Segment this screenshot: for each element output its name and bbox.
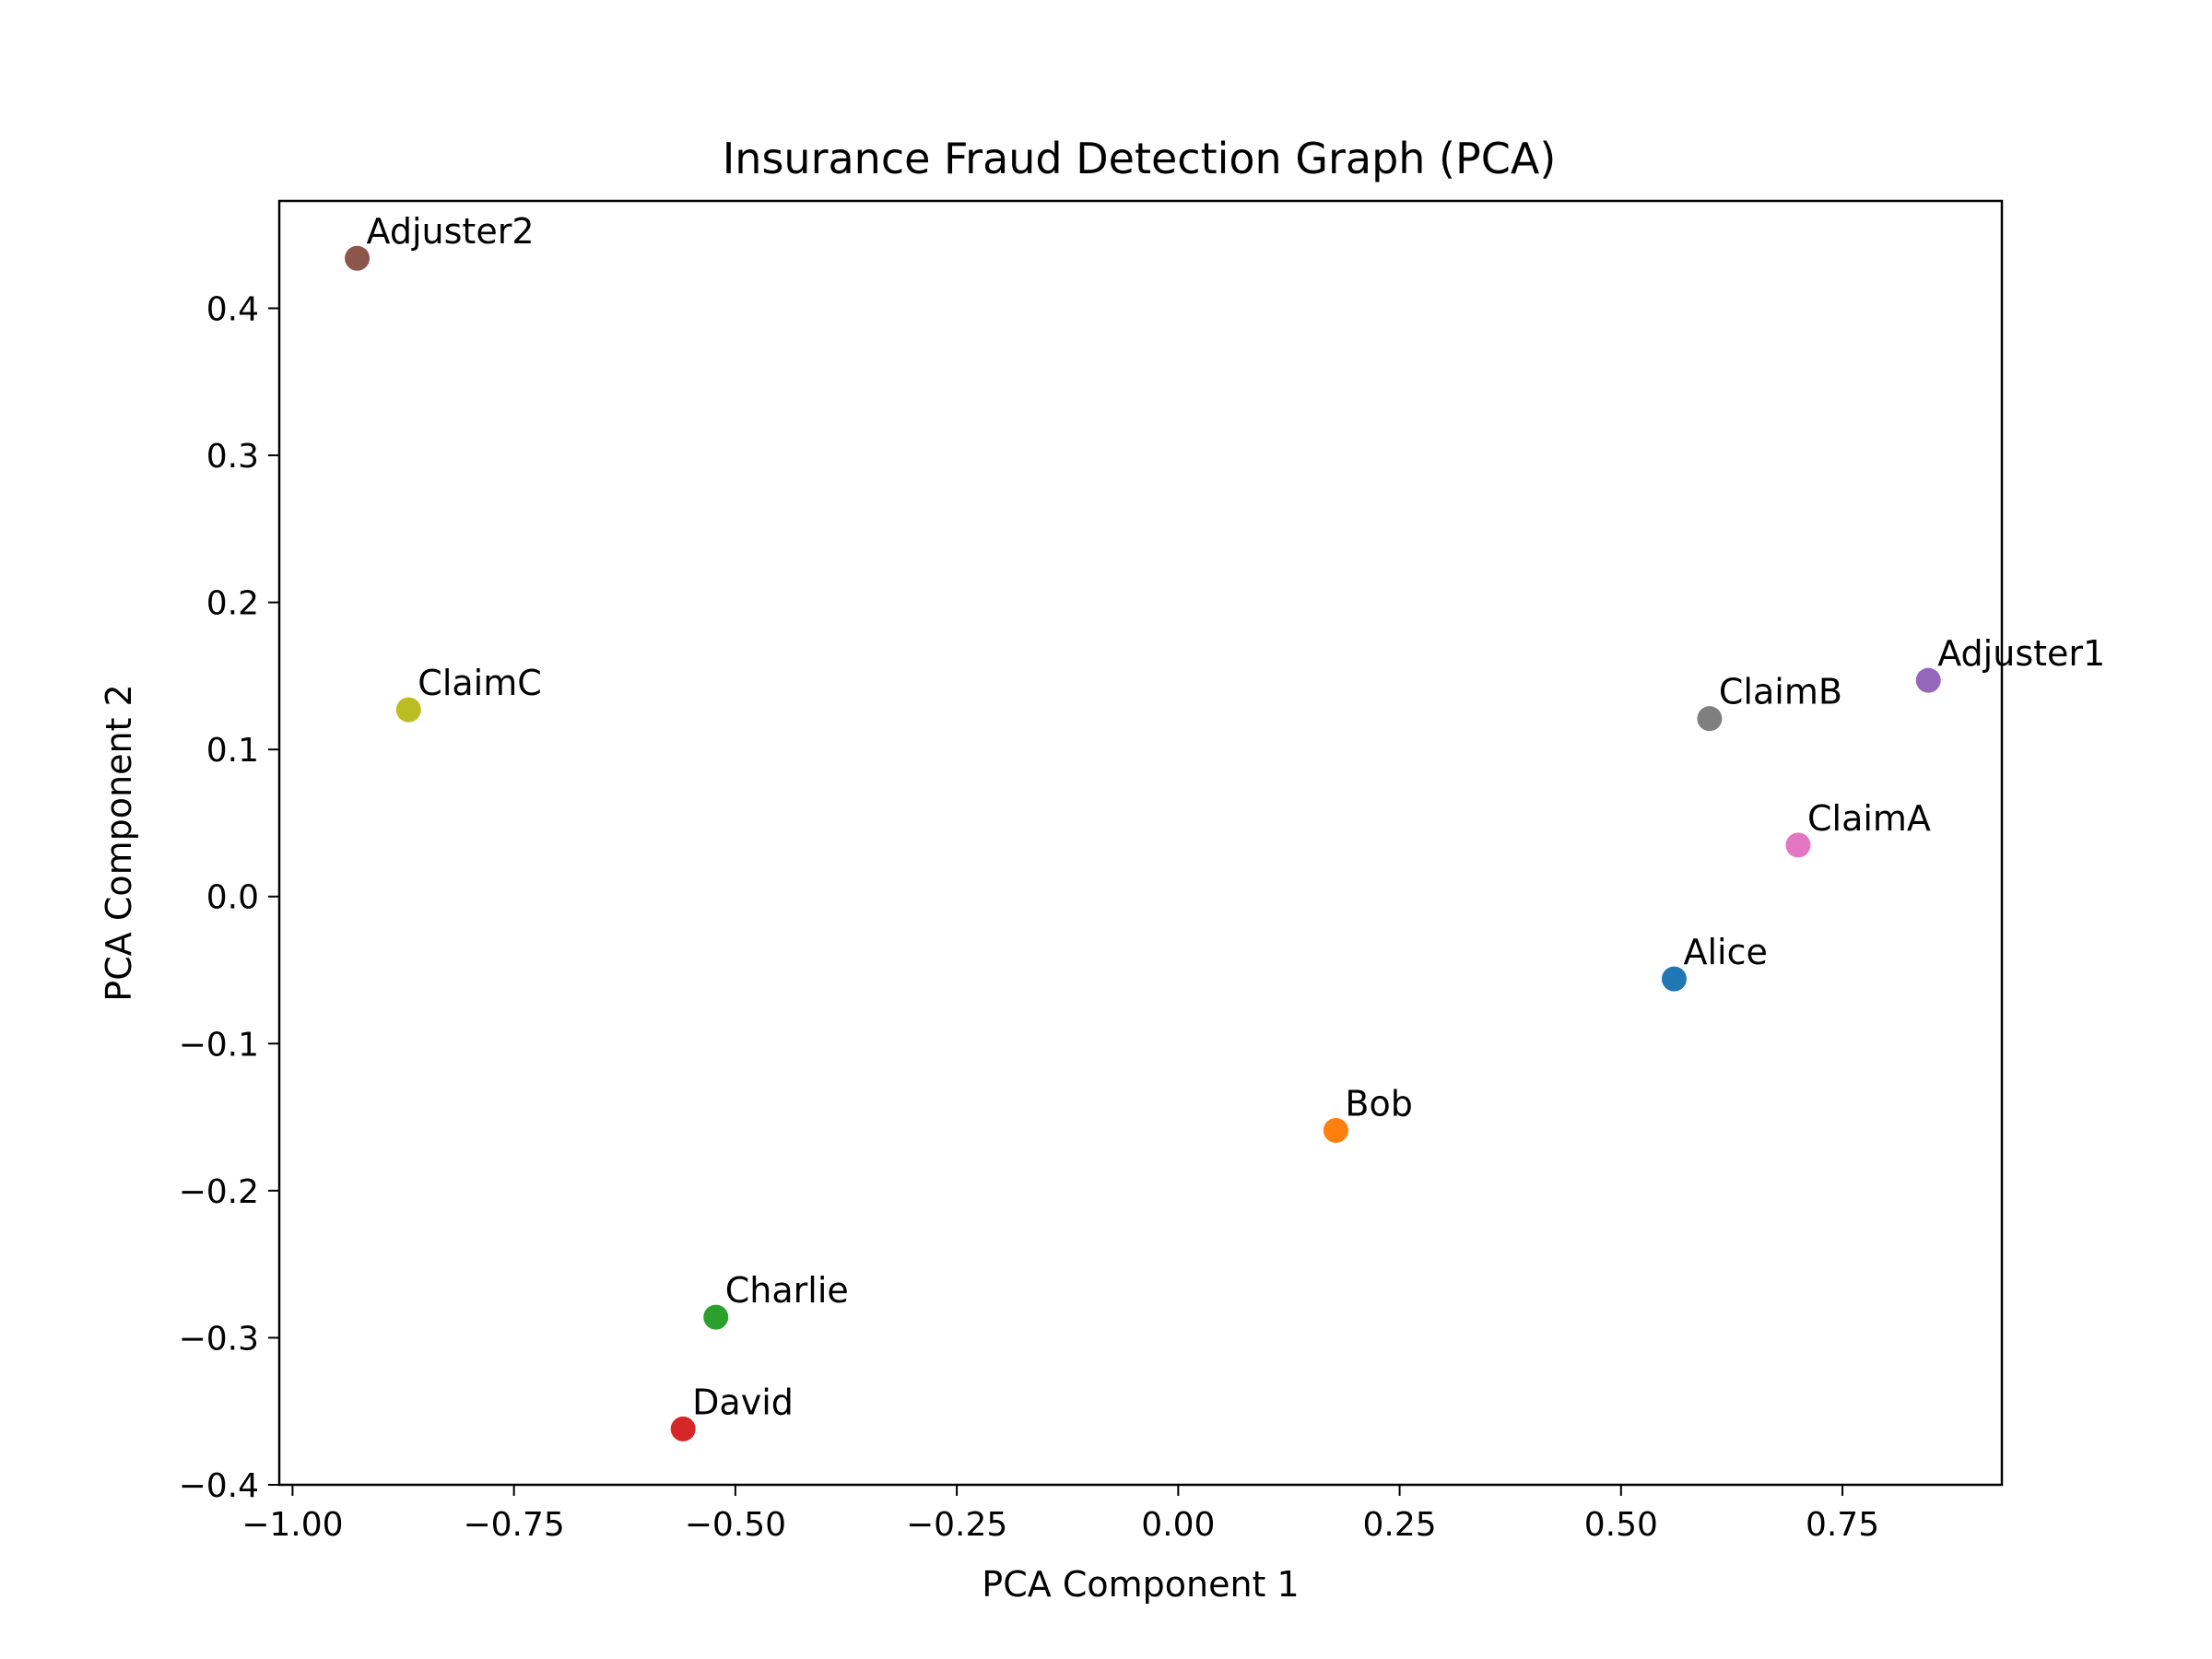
point-label-claima: ClaimA bbox=[1807, 798, 1931, 839]
point-claimc bbox=[395, 697, 421, 723]
point-david bbox=[670, 1416, 696, 1441]
point-label-bob: Bob bbox=[1345, 1083, 1412, 1124]
y-tick-label: 0.4 bbox=[206, 290, 259, 328]
y-tick-label: 0.1 bbox=[206, 732, 259, 770]
point-charlie bbox=[703, 1304, 729, 1330]
point-label-adjuster1: Adjuster1 bbox=[1937, 633, 2105, 674]
x-tick-label: 0.00 bbox=[1141, 1506, 1215, 1544]
x-tick-label: −0.75 bbox=[463, 1506, 564, 1544]
plot-area-frame bbox=[277, 199, 2004, 1487]
y-tick-label: −0.1 bbox=[179, 1026, 259, 1064]
y-tick-label: 0.3 bbox=[206, 438, 259, 476]
y-tick-label: −0.4 bbox=[179, 1467, 259, 1505]
point-label-alice: Alice bbox=[1683, 932, 1767, 972]
y-axis-label: PCA Component 2 bbox=[99, 684, 139, 1001]
point-label-claimc: ClaimC bbox=[418, 663, 541, 703]
x-axis: −1.00 −0.75 −0.50 −0.25 0.00 0.25 0.50 0.75 bbox=[241, 1485, 1879, 1544]
point-adjuster1 bbox=[1915, 667, 1941, 693]
y-tick-label: 0.0 bbox=[206, 879, 259, 917]
point-label-adjuster2: Adjuster2 bbox=[367, 211, 535, 252]
chart-title: Insurance Fraud Detection Graph (PCA) bbox=[723, 134, 1557, 183]
point-label-david: David bbox=[692, 1382, 794, 1422]
y-tick-label: −0.2 bbox=[179, 1173, 259, 1211]
point-label-charlie: Charlie bbox=[725, 1270, 849, 1311]
y-tick-label: −0.3 bbox=[179, 1320, 259, 1358]
y-axis: −0.4 −0.3 −0.2 −0.1 0.0 0.1 0.2 0.3 0.4 bbox=[179, 290, 279, 1505]
point-alice bbox=[1661, 966, 1687, 992]
x-tick-label: −0.50 bbox=[685, 1506, 786, 1544]
point-bob bbox=[1323, 1117, 1348, 1143]
point-claima bbox=[1785, 832, 1811, 858]
x-axis-label: PCA Component 1 bbox=[982, 1564, 1299, 1605]
x-tick-label: −1.00 bbox=[241, 1506, 343, 1544]
x-tick-label: −0.25 bbox=[906, 1506, 1007, 1544]
y-tick-label: 0.2 bbox=[206, 585, 259, 623]
x-tick-label: 0.50 bbox=[1584, 1506, 1658, 1544]
point-adjuster2 bbox=[345, 245, 371, 271]
points-layer: Alice Bob Charlie David Adjuster1 Adjuster2 Cl… bbox=[345, 211, 2105, 1441]
point-claimb bbox=[1697, 706, 1723, 732]
x-tick-label: 0.75 bbox=[1806, 1506, 1879, 1544]
point-label-claimb: ClaimB bbox=[1719, 672, 1842, 712]
x-tick-label: 0.25 bbox=[1362, 1506, 1436, 1544]
